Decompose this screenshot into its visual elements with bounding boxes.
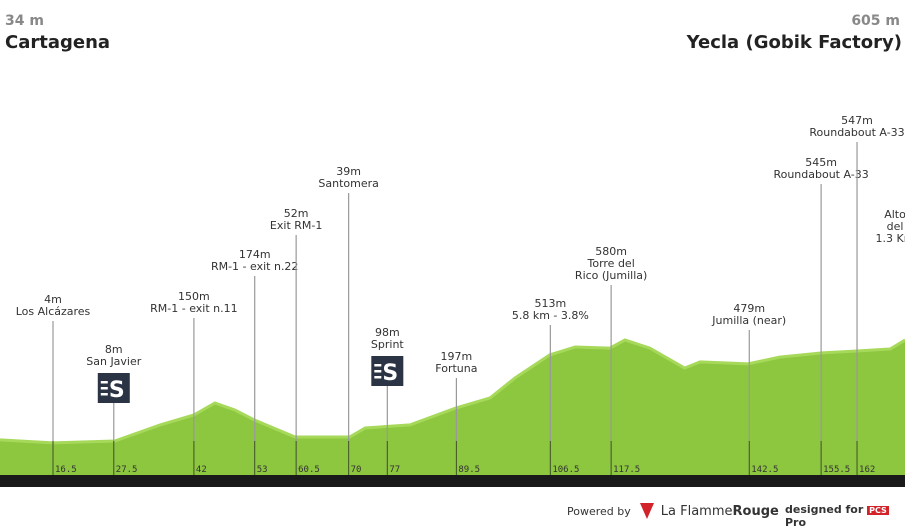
marker-elevation: 580m [595,245,627,258]
marker-elevation: 39m [336,165,361,178]
marker-name: Roundabout A-33 [773,168,868,181]
start-elevation: 34 m [5,13,44,29]
marker-name: Los Alcázares [16,305,91,318]
brand-logo: La FlammeRouge [660,504,779,519]
marker-elevation: 4m [44,293,62,306]
marker-name: 5.8 km - 3.8% [512,309,589,322]
marker-elevation: 174m [239,248,271,261]
km-tick-label: 60.5 [298,465,320,475]
flamme-rouge-logo-icon [640,503,655,519]
elevation-profile-area [0,340,905,475]
marker-name: Sprint [371,338,405,351]
start-city: Cartagena [5,32,111,53]
sprint-icon: S [371,356,404,386]
baseline-bar [0,475,905,487]
svg-text:S: S [382,361,398,386]
km-tick-label: 16.5 [55,465,77,475]
svg-text:S: S [109,378,125,403]
km-tick-label: 162 [859,465,875,475]
elevation-profile-line [0,338,905,445]
km-tick-label: 77 [389,465,400,475]
marker-name: RM-1 - exit n.22 [211,260,298,273]
km-tick-label: 142.5 [751,465,778,475]
marker-name: RM-1 - exit n.11 [150,302,237,315]
marker-elevation: 479m [733,302,765,315]
marker-name: Fortuna [435,362,477,375]
sprint-icon: S [97,373,130,403]
km-tick-label: 70 [351,465,362,475]
km-tick-label: 117.5 [613,465,640,475]
km-tick-label: 155.5 [823,465,850,475]
powered-by-text: Powered by [567,505,631,518]
km-tick-label: 53 [257,465,268,475]
footer-designed-for: designed for PCS Pro [785,503,889,529]
marker-elevation: 8m [105,343,123,356]
footer-powered-by: Powered by La FlammeRouge [567,503,779,519]
marker-elevation: 150m [178,290,210,303]
marker-name: Exit RM-1 [270,219,322,232]
marker-name: Santomera [318,177,378,190]
km-tick-label: 27.5 [116,465,138,475]
marker-elevation: 52m [284,207,309,220]
marker-elevation: 513m [534,297,566,310]
marker-name: Rico (Jumilla) [575,269,647,282]
marker-name: Alto [884,208,905,221]
km-tick-label: 106.5 [552,465,579,475]
marker-name: Torre del [586,257,634,270]
marker-elevation: 545m [805,156,837,169]
marker-name: Roundabout A-33 [809,126,904,139]
marker-name: 1.3 Km [876,232,905,245]
km-tick-label: 42 [196,465,207,475]
finish-elevation: 605 m [851,13,900,29]
marker-elevation: 197m [441,350,473,363]
pcs-logo-icon: PCS [867,506,889,515]
marker-name: San Javier [86,355,142,368]
marker-elevation: 98m [375,326,400,339]
finish-city: Yecla (Gobik Factory) [686,32,902,53]
marker-name: del [887,220,904,233]
marker-name: Jumilla (near) [711,314,786,327]
marker-elevation: 547m [841,114,873,127]
km-tick-label: 89.5 [458,465,480,475]
